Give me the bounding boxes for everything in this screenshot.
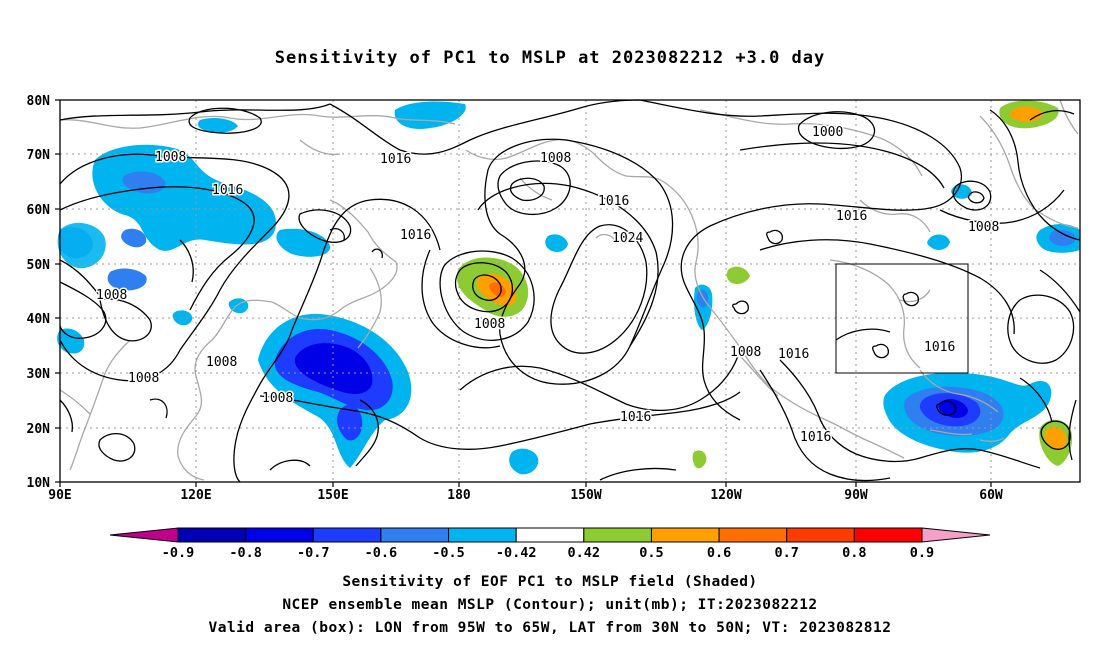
contour-label: 1024 [612, 231, 643, 246]
contour-label: 1008 [262, 391, 293, 406]
lat-label: 60N [27, 203, 51, 218]
contour-label-layer: 1008 1016 1016 1008 1016 1000 1016 1008 … [95, 124, 1001, 447]
lon-label: 180 [447, 488, 471, 500]
lon-label: 120W [710, 488, 741, 500]
shade-negative-wpac-core2 [294, 343, 373, 394]
colorbar-swatch [177, 527, 247, 543]
lon-label: 90E [48, 488, 71, 500]
contour-label: 1016 [620, 410, 651, 425]
colorbar-swatch [380, 527, 450, 543]
colorbar-swatch [515, 527, 585, 543]
contour-label: 1008 [155, 150, 186, 165]
contour-label: 1008 [128, 371, 159, 386]
colorbar-tick-label: 0.6 [707, 545, 731, 561]
lon-label: 150E [317, 488, 348, 500]
colorbar-tick-label: -0.9 [162, 545, 195, 561]
colorbar-swatch [786, 527, 855, 543]
lon-label: 60W [979, 488, 1003, 500]
lat-label: 10N [27, 476, 51, 491]
colorbar-tick-label: 0.5 [639, 545, 663, 561]
lat-label: 40N [27, 312, 51, 327]
contour-label: 1008 [540, 151, 571, 166]
colorbar-swatch [583, 527, 652, 543]
valid-area-box [835, 263, 969, 374]
lon-label: 150W [570, 488, 601, 500]
lat-lon-grid [60, 100, 1080, 482]
lat-label: 70N [27, 148, 51, 163]
contour-label: 1016 [924, 340, 955, 355]
plot-title: Sensitivity of PC1 to MSLP at 2023082212… [274, 48, 826, 68]
colorbar-swatch [650, 527, 720, 543]
contour-label: 1016 [800, 430, 831, 445]
lat-label: 50N [27, 258, 51, 273]
colorbar-swatch [245, 527, 314, 543]
colorbar-tick-label: 0.9 [910, 545, 934, 561]
mslp-contours [59, 99, 1081, 483]
lat-label: 20N [27, 422, 51, 437]
contour-label: 1000 [812, 125, 843, 140]
contour-label: 1008 [474, 317, 505, 332]
map-frame [59, 99, 1081, 483]
contour-label: 1008 [96, 288, 127, 303]
colorbar-tick-label: -0.8 [229, 545, 262, 561]
colorbar-tick-label: -0.42 [496, 545, 537, 561]
contour-label: 1016 [380, 152, 411, 167]
colorbar-tick-label: -0.7 [297, 545, 330, 561]
latitude-labels: 80N 70N 60N 50N 40N 30N 20N 10N [27, 94, 51, 491]
sensitivity-shading [57, 100, 1080, 475]
shade-negative-siberia [92, 144, 276, 251]
colorbar-tick-label: 0.8 [842, 545, 866, 561]
colorbar-swatch [853, 527, 923, 543]
lon-label: 90W [844, 488, 868, 500]
colorbar-max-arrow [921, 527, 991, 543]
lat-label: 30N [27, 367, 51, 382]
contour-label: 1008 [968, 220, 999, 235]
lat-label: 80N [27, 94, 51, 109]
colorbar-min-arrow [109, 527, 179, 543]
colorbar-tick-label: -0.6 [365, 545, 398, 561]
contour-label: 1008 [730, 345, 761, 360]
colorbar-swatch [312, 527, 382, 543]
colorbar-swatch [718, 527, 788, 543]
caption-shading: Sensitivity of EOF PC1 to MSLP field (Sh… [342, 574, 758, 590]
lon-label: 120E [180, 488, 211, 500]
colorbar-tick-label: -0.5 [432, 545, 465, 561]
map-panel: 1008 1016 1016 1008 1016 1000 1016 1008 … [27, 94, 1081, 500]
caption-valid-area: Valid area (box): LON from 95W to 65W, L… [208, 620, 892, 636]
colorbar-labels: -0.9 -0.8 -0.7 -0.6 -0.5 -0.42 0.42 0.5 0.6 0.7 0.… [162, 545, 934, 561]
longitude-labels: 90E 120E 150E 180 150W 120W 90W 60W [48, 488, 1003, 500]
contour-label: 1016 [598, 194, 629, 209]
contour-label: 1016 [212, 183, 243, 198]
colorbar-tick-label: 0.42 [568, 545, 601, 561]
contour-label: 1016 [778, 347, 809, 362]
contour-label: 1016 [836, 209, 867, 224]
caption-contour: NCEP ensemble mean MSLP (Contour); unit(… [282, 597, 818, 613]
contour-label: 1016 [400, 228, 431, 243]
colorbar-swatch [448, 527, 517, 543]
axis-ticks [55, 99, 992, 487]
colorbar-tick-label: 0.7 [775, 545, 799, 561]
colorbar-swatches [109, 527, 991, 543]
contour-label: 1008 [206, 355, 237, 370]
